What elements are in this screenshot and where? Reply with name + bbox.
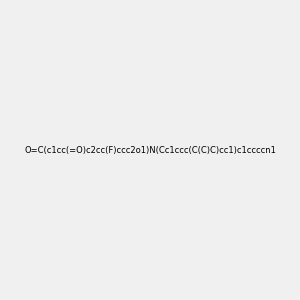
Text: O=C(c1cc(=O)c2cc(F)ccc2o1)N(Cc1ccc(C(C)C)cc1)c1ccccn1: O=C(c1cc(=O)c2cc(F)ccc2o1)N(Cc1ccc(C(C)C… bbox=[24, 146, 276, 154]
